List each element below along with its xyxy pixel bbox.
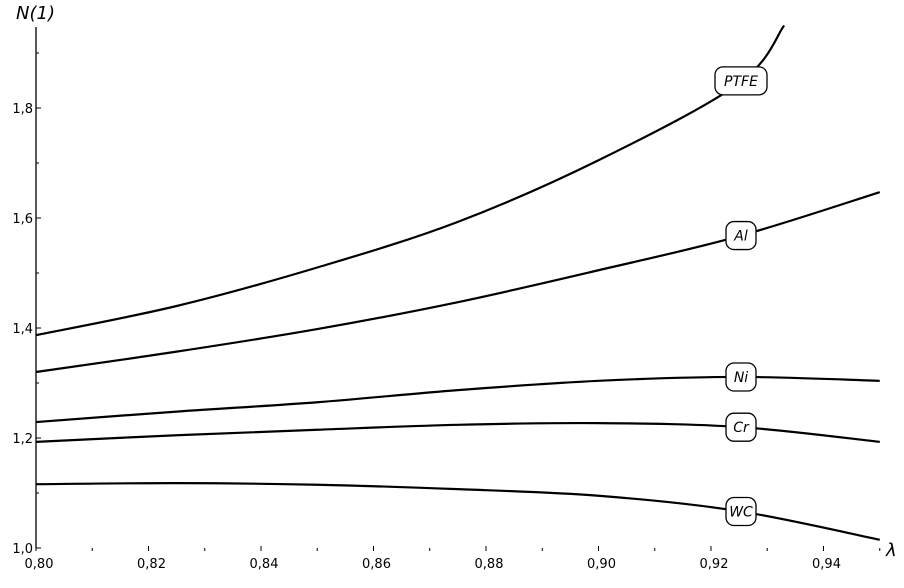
x-tick-label: 0,80 [25, 557, 54, 572]
x-tick-label: 0,92 [700, 557, 729, 572]
x-axis-label: λ [885, 540, 897, 561]
x-tick-label: 0,82 [137, 557, 166, 572]
series-label-text: PTFE [724, 74, 758, 90]
y-tick-label: 1,0 [12, 542, 33, 557]
series-label-wc: WC [725, 496, 757, 527]
series-labels: PTFE Al Ni Cr WC [714, 66, 768, 527]
series-label-al: Al [725, 220, 757, 251]
y-axis-label: N(1) [16, 3, 55, 24]
series-label-ni: Ni [725, 362, 757, 392]
series-line-ptfe [35, 24, 786, 337]
series-label-box [725, 412, 757, 442]
series-label-cr: Cr [725, 412, 757, 442]
x-tick-label: 0,86 [362, 557, 391, 572]
series-label-box [725, 362, 757, 392]
series-label-box [725, 220, 757, 251]
series-line-al [35, 191, 881, 374]
y-tick-label: 1,8 [12, 102, 33, 117]
y-tick-label: 1,2 [12, 432, 33, 447]
x-tick-label: 0,88 [475, 557, 504, 572]
x-tick-label: 0,84 [250, 557, 279, 572]
axes: 1,0 1,2 1,4 1,6 1,8 0,80 0,82 0,84 0,86 0,88 0,90 0… [12, 27, 881, 572]
series-label-text: Al [733, 229, 748, 245]
curves [35, 24, 881, 541]
y-tick-label: 1,4 [12, 322, 33, 337]
series-label-box [725, 496, 757, 527]
x-tick-label: 0,94 [812, 557, 841, 572]
series-label-text: Cr [733, 420, 750, 436]
series-label-ptfe: PTFE [714, 66, 768, 96]
series-label-text: WC [729, 505, 753, 521]
y-tick-label: 1,6 [12, 212, 33, 227]
x-tick-label: 0,90 [587, 557, 616, 572]
series-label-text: Ni [734, 370, 748, 386]
series-label-box [714, 66, 768, 96]
